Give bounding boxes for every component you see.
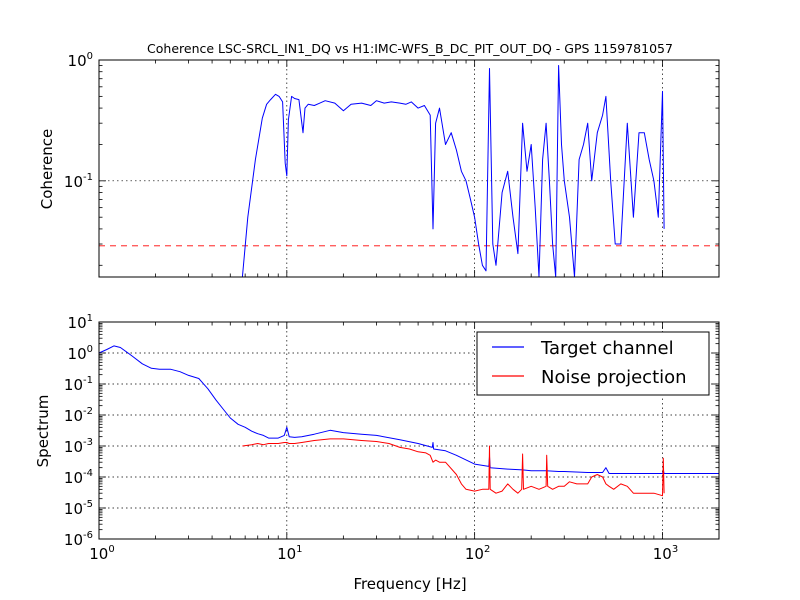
coherence-title: Coherence LSC-SRCL_IN1_DQ vs H1:IMC-WFS_… <box>147 41 673 56</box>
target-channel-series-line <box>98 345 719 474</box>
spectrum-y-label: Spectrum <box>34 395 52 468</box>
y-tick-label: 10-1 <box>64 172 93 191</box>
x-tick-label: 102 <box>465 544 490 563</box>
y-tick-label: 101 <box>68 313 93 332</box>
spectrum-axes-frame <box>98 321 720 540</box>
x-tick-label: 100 <box>89 544 114 563</box>
frequency-x-label: Frequency [Hz] <box>353 575 466 593</box>
y-tick-label: 10-5 <box>64 499 93 518</box>
x-tick-label: 103 <box>653 544 678 563</box>
y-tick-label: 10-3 <box>64 437 93 456</box>
legend-box <box>476 331 710 396</box>
legend: Target channel Noise projection <box>476 331 710 396</box>
y-tick-label: 100 <box>68 51 93 70</box>
spectrum-axes: Spectrum Frequency [Hz] 10-6 10-5 10-4 10-3… <box>34 313 720 593</box>
coherence-axes-frame <box>98 59 720 278</box>
y-tick-label: 10-6 <box>64 530 93 549</box>
legend-noise-label: Noise projection <box>541 367 687 388</box>
legend-target-label: Target channel <box>540 338 674 359</box>
coherence-axes: Coherence LSC-SRCL_IN1_DQ vs H1:IMC-WFS_… <box>38 41 720 278</box>
coherence-plot-area <box>99 65 719 278</box>
y-tick-label: 10-1 <box>64 375 93 394</box>
y-tick-label: 10-4 <box>64 468 93 487</box>
noise-projection-series-line <box>242 438 665 497</box>
spectrum-ticks: 10-6 10-5 10-4 10-3 10-2 10-1 100 101 100 101 102 1… <box>64 313 720 563</box>
spectrum-plot-area <box>98 345 719 497</box>
x-tick-label: 101 <box>277 544 302 563</box>
y-tick-label: 10-2 <box>64 406 93 425</box>
coherence-y-label: Coherence <box>38 129 56 209</box>
coherence-series-line <box>241 65 665 278</box>
y-tick-label: 100 <box>68 344 93 363</box>
coherence-ticks: 10-1 100 <box>64 51 720 277</box>
